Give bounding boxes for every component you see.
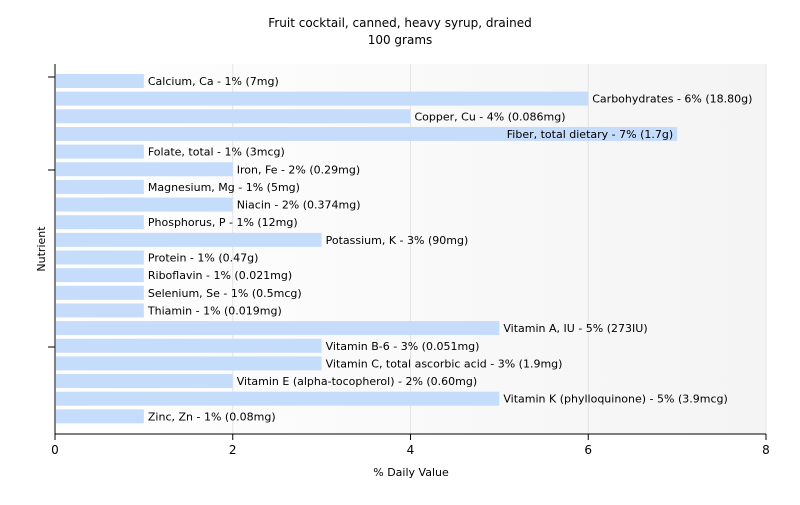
- bar: [56, 374, 233, 389]
- x-tick-label: 8: [762, 443, 770, 457]
- chart-title: Fruit cocktail, canned, heavy syrup, dra…: [268, 16, 531, 30]
- bar: [56, 179, 144, 194]
- bar: [56, 126, 678, 141]
- x-tick-label: 2: [229, 443, 237, 457]
- bar: [56, 250, 144, 265]
- bar: [56, 74, 144, 88]
- bar-label: Carbohydrates - 6% (18.80g): [592, 93, 752, 106]
- bar-label: Copper, Cu - 4% (0.086mg): [415, 110, 566, 123]
- bar: [56, 321, 500, 336]
- x-axis-title: % Daily Value: [373, 466, 449, 479]
- bar: [56, 109, 411, 124]
- bar-label: Selenium, Se - 1% (0.5mcg): [148, 287, 302, 300]
- bar: [56, 268, 144, 283]
- bar-label: Zinc, Zn - 1% (0.08mg): [148, 410, 276, 423]
- bar: [56, 338, 322, 353]
- bar-label: Phosphorus, P - 1% (12mg): [148, 216, 298, 229]
- grid-lines: [232, 64, 767, 434]
- bar: [56, 197, 233, 212]
- bar-label: Vitamin C, total ascorbic acid - 3% (1.9…: [326, 357, 563, 370]
- x-axis-ticks: 0 2 4 6 8: [51, 434, 770, 457]
- bar-label: Potassium, K - 3% (90mg): [326, 234, 469, 247]
- bar: [56, 356, 322, 371]
- bar-label: Iron, Fe - 2% (0.29mg): [237, 163, 360, 176]
- bar-label: Fiber, total dietary - 7% (1.7g): [507, 128, 673, 141]
- bar: [56, 285, 144, 300]
- bar-label: Vitamin K (phylloquinone) - 5% (3.9mcg): [503, 393, 727, 406]
- bar-label: Riboflavin - 1% (0.021mg): [148, 269, 292, 282]
- bar: [56, 215, 144, 230]
- bar: [56, 162, 233, 177]
- bar: [56, 409, 144, 424]
- bar: [56, 232, 322, 247]
- bar-label: Calcium, Ca - 1% (7mg): [148, 75, 279, 88]
- x-tick-label: 0: [51, 443, 59, 457]
- chart-subtitle: 100 grams: [368, 33, 433, 47]
- bar-label: Niacin - 2% (0.374mg): [237, 199, 361, 212]
- bar: [56, 303, 144, 318]
- bar: [56, 91, 589, 106]
- bar-label: Folate, total - 1% (3mcg): [148, 146, 285, 159]
- x-tick-label: 6: [584, 443, 592, 457]
- bar-label: Vitamin A, IU - 5% (273IU): [503, 322, 647, 335]
- x-tick-label: 4: [407, 443, 415, 457]
- y-axis-title: Nutrient: [35, 226, 48, 272]
- bar-label: Thiamin - 1% (0.019mg): [147, 304, 282, 317]
- bar-label: Magnesium, Mg - 1% (5mg): [148, 181, 300, 194]
- bars: Calcium, Ca - 1% (7mg) Carbohydrates - 6%…: [56, 74, 752, 424]
- bar-label: Vitamin B-6 - 3% (0.051mg): [326, 340, 480, 353]
- bar-label: Vitamin E (alpha-tocopherol) - 2% (0.60m…: [237, 375, 477, 388]
- bar: [56, 144, 144, 159]
- bar-label: Protein - 1% (0.47g): [148, 252, 259, 265]
- bar: [56, 391, 500, 406]
